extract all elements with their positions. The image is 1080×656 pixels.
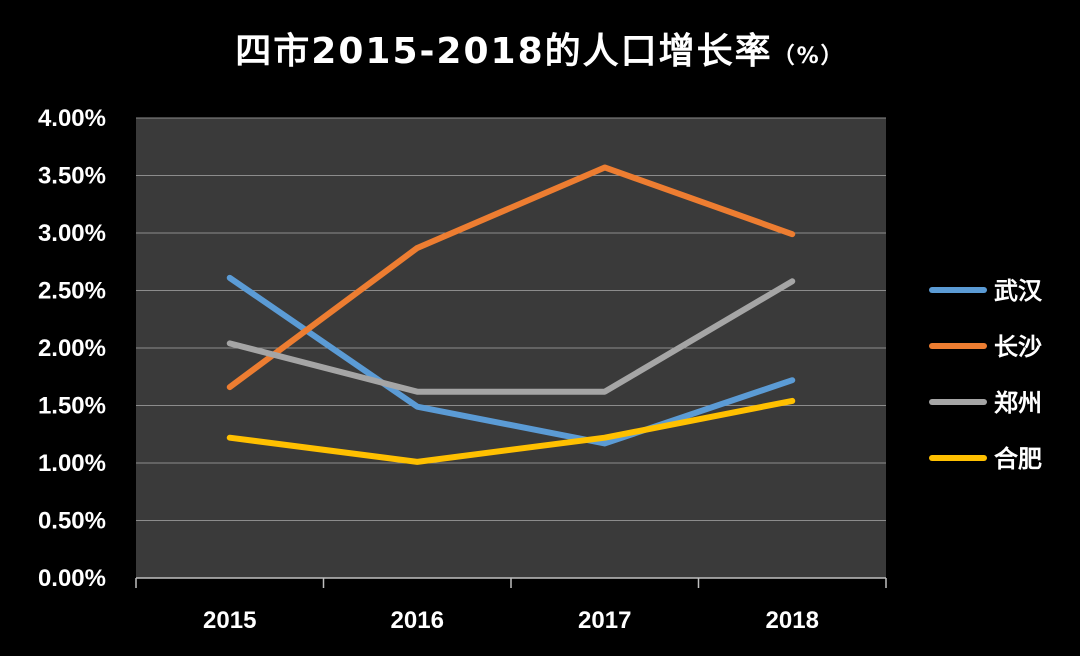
x-axis-tick-labels: 2015 2016 2017 2018	[203, 607, 819, 634]
x-tick-label: 2015	[203, 607, 256, 634]
series-line	[226, 274, 796, 447]
y-tick-label: 2.00%	[38, 335, 106, 362]
series-line	[226, 164, 796, 391]
series-line	[226, 278, 796, 395]
series-line	[226, 397, 796, 465]
y-tick-label: 3.50%	[38, 163, 106, 190]
y-tick-label: 0.50%	[38, 508, 106, 535]
x-tick-label: 2018	[766, 607, 819, 634]
y-tick-label: 4.00%	[38, 105, 106, 132]
y-tick-label: 1.50%	[38, 393, 106, 420]
chart-title-unit: （%）	[772, 44, 845, 69]
chart-title-text: 四市2015-2018的人口增长率	[235, 31, 773, 72]
x-tick-label: 2017	[578, 607, 631, 634]
y-tick-label: 3.00%	[38, 220, 106, 247]
y-tick-label: 2.50%	[38, 278, 106, 305]
y-axis-tick-labels: 0.00% 0.50% 1.00% 1.50% 2.00% 2.50% 3.00% 3.50%…	[38, 105, 106, 592]
gridlines	[136, 117, 886, 521]
legend-label: 长沙	[994, 333, 1042, 361]
legend-label: 合肥	[994, 445, 1042, 473]
chart-title: 四市2015-2018的人口增长率（%）	[0, 22, 1080, 74]
y-tick-label: 1.00%	[38, 450, 106, 477]
legend-label: 郑州	[994, 389, 1042, 417]
x-tick-label: 2016	[391, 607, 444, 634]
legend-label: 武汉	[994, 277, 1043, 305]
y-tick-label: 0.00%	[38, 565, 106, 592]
series-lines	[226, 164, 796, 465]
axes	[135, 577, 887, 588]
